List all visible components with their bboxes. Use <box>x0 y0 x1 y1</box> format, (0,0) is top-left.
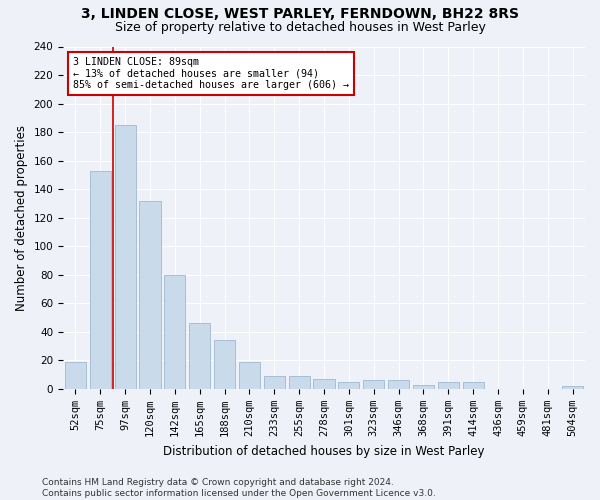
Bar <box>164 275 185 389</box>
Text: Contains HM Land Registry data © Crown copyright and database right 2024.
Contai: Contains HM Land Registry data © Crown c… <box>42 478 436 498</box>
Bar <box>463 382 484 389</box>
Bar <box>338 382 359 389</box>
Text: 3, LINDEN CLOSE, WEST PARLEY, FERNDOWN, BH22 8RS: 3, LINDEN CLOSE, WEST PARLEY, FERNDOWN, … <box>81 8 519 22</box>
Bar <box>139 200 161 389</box>
Y-axis label: Number of detached properties: Number of detached properties <box>15 124 28 310</box>
Bar <box>90 170 111 389</box>
Bar <box>289 376 310 389</box>
X-axis label: Distribution of detached houses by size in West Parley: Distribution of detached houses by size … <box>163 444 485 458</box>
Bar <box>115 125 136 389</box>
Bar <box>363 380 384 389</box>
Bar <box>65 362 86 389</box>
Text: Size of property relative to detached houses in West Parley: Size of property relative to detached ho… <box>115 21 485 34</box>
Bar <box>189 324 210 389</box>
Bar <box>264 376 285 389</box>
Bar <box>562 386 583 389</box>
Bar <box>438 382 459 389</box>
Bar <box>313 379 335 389</box>
Bar <box>239 362 260 389</box>
Text: 3 LINDEN CLOSE: 89sqm
← 13% of detached houses are smaller (94)
85% of semi-deta: 3 LINDEN CLOSE: 89sqm ← 13% of detached … <box>73 57 349 90</box>
Bar <box>388 380 409 389</box>
Bar <box>413 384 434 389</box>
Bar <box>214 340 235 389</box>
